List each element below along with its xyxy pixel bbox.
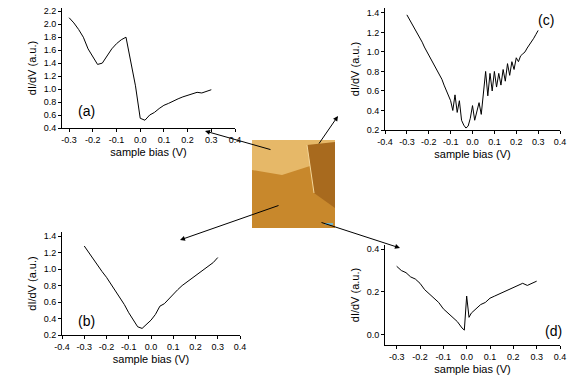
svg-text:1.6: 1.6 [44,45,57,55]
svg-text:0.0: 0.0 [134,135,147,145]
svg-text:0.6: 0.6 [44,297,57,307]
svg-text:(a): (a) [78,103,95,119]
svg-text:-0.3: -0.3 [399,137,415,147]
svg-text:dI/dV (a.u.): dI/dV (a.u.) [349,42,361,96]
svg-text:0.1: 0.1 [484,352,497,362]
svg-text:-0.3: -0.3 [61,135,77,145]
svg-text:-0.2: -0.2 [85,135,101,145]
svg-text:0.4: 0.4 [44,123,57,133]
svg-text:0.1: 0.1 [488,137,501,147]
svg-text:-0.1: -0.1 [436,352,452,362]
svg-text:0.3: 0.3 [211,342,224,352]
svg-text:-0.3: -0.3 [389,352,405,362]
svg-text:0.4: 0.4 [234,342,247,352]
svg-text:0.2: 0.2 [510,137,523,147]
svg-text:sample bias (V): sample bias (V) [434,148,510,160]
svg-text:0.4: 0.4 [229,135,242,145]
svg-text:1.4: 1.4 [44,58,57,68]
svg-text:1.4: 1.4 [44,231,57,241]
svg-text:0.2: 0.2 [189,342,202,352]
svg-text:2.2: 2.2 [44,6,57,16]
svg-text:sample bias (V): sample bias (V) [434,363,510,375]
svg-text:0.4: 0.4 [367,106,380,116]
svg-text:0.4: 0.4 [44,314,57,324]
svg-text:1.4: 1.4 [367,8,380,18]
svg-text:-0.3: -0.3 [76,342,92,352]
svg-text:dI/dV (a.u.): dI/dV (a.u.) [26,256,38,310]
svg-text:0.8: 0.8 [44,97,57,107]
svg-text:-0.2: -0.2 [99,342,115,352]
svg-text:1.8: 1.8 [44,32,57,42]
svg-text:0.4: 0.4 [554,137,567,147]
svg-text:0.3: 0.3 [530,352,543,362]
svg-text:-0.2: -0.2 [412,352,428,362]
svg-text:0.6: 0.6 [44,110,57,120]
svg-text:1.2: 1.2 [44,71,57,81]
svg-text:1.0: 1.0 [44,264,57,274]
svg-text:1.0: 1.0 [44,84,57,94]
svg-text:-0.4: -0.4 [377,137,393,147]
svg-text:sample bias (V): sample bias (V) [113,353,189,365]
svg-text:1.2: 1.2 [367,28,380,38]
svg-text:2.0: 2.0 [44,19,57,29]
svg-text:(c): (c) [538,12,554,28]
svg-text:0.3: 0.3 [205,135,218,145]
svg-text:0.0: 0.0 [460,352,473,362]
svg-text:0.4: 0.4 [367,244,380,254]
svg-text:0.2: 0.2 [44,330,57,340]
svg-text:-0.1: -0.1 [443,137,459,147]
svg-text:-0.2: -0.2 [421,137,437,147]
svg-text:0.6: 0.6 [367,86,380,96]
svg-text:1.2: 1.2 [44,248,57,258]
svg-text:0.2: 0.2 [367,287,380,297]
svg-text:0.0: 0.0 [145,342,158,352]
svg-text:0.0: 0.0 [466,137,479,147]
svg-text:(d): (d) [545,323,562,339]
svg-text:0.0: 0.0 [367,330,380,340]
svg-text:dI/dV (a.u.): dI/dV (a.u.) [349,268,361,322]
svg-text:0.2: 0.2 [367,125,380,135]
svg-text:1.0: 1.0 [367,47,380,57]
svg-text:(b): (b) [78,313,95,329]
svg-text:-0.4: -0.4 [54,342,70,352]
svg-text:0.1: 0.1 [167,342,180,352]
svg-text:0.2: 0.2 [507,352,520,362]
svg-text:0.2: 0.2 [181,135,194,145]
svg-text:-0.1: -0.1 [109,135,125,145]
svg-text:dI/dV (a.u.): dI/dV (a.u.) [26,41,38,95]
svg-text:sample bias (V): sample bias (V) [110,146,186,158]
svg-text:-0.1: -0.1 [121,342,137,352]
svg-text:0.4: 0.4 [554,352,567,362]
svg-text:0.8: 0.8 [367,67,380,77]
svg-text:0.8: 0.8 [44,281,57,291]
svg-text:0.1: 0.1 [158,135,171,145]
svg-text:0.3: 0.3 [532,137,545,147]
